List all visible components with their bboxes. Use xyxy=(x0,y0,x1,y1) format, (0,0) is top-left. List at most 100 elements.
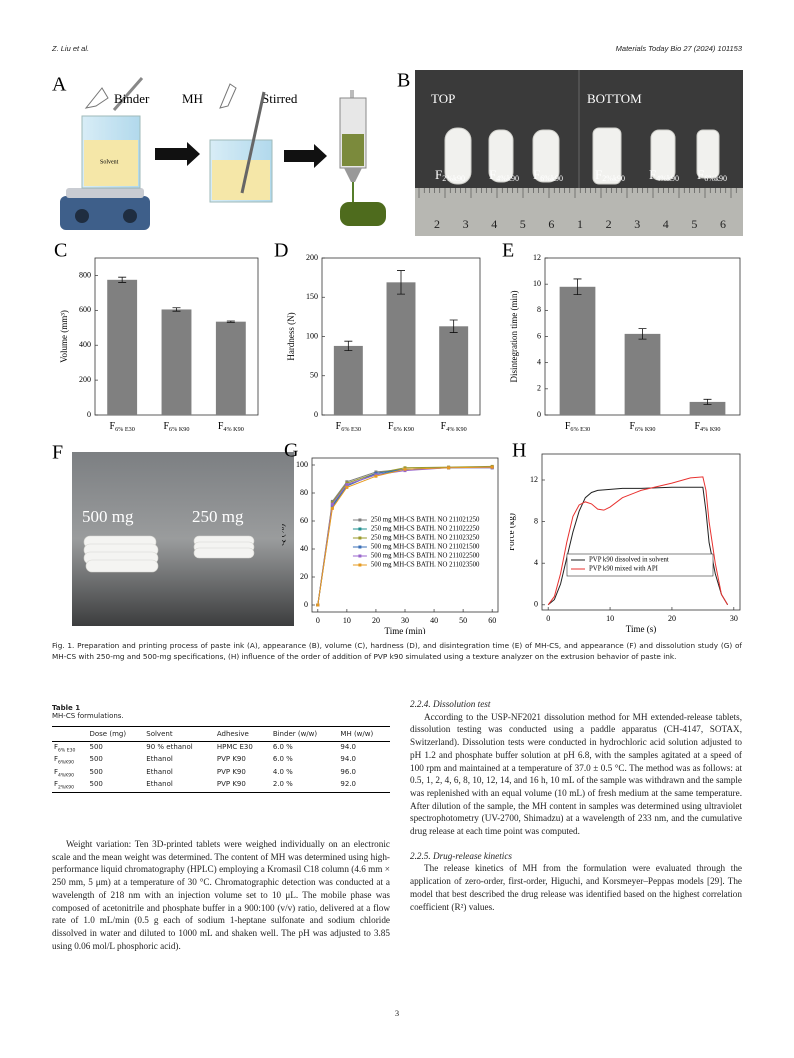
legend-label: 500 mg MH-CS BATH. NO 211022500 xyxy=(371,553,480,560)
label-binder: Binder xyxy=(114,91,150,106)
ruler-number: 3 xyxy=(634,217,640,231)
bar xyxy=(107,279,138,415)
y-tick-label: 0 xyxy=(304,600,308,609)
header-cell: Binder (w/w) xyxy=(270,726,339,742)
label-250: 250 mg xyxy=(192,507,244,526)
bar xyxy=(386,282,416,415)
header-cell: MH (w/w) xyxy=(338,726,390,742)
ruler-number: 2 xyxy=(434,217,440,231)
legend-label: 250 mg MH-CS BATH. NO 211023250 xyxy=(371,535,480,542)
chart-disintegration: E Disintegration time (min) 0 2 4 6 8 10 12 F6% E… xyxy=(502,240,741,433)
arrow xyxy=(155,142,200,166)
figure-caption: Fig. 1. Preparation and printing process… xyxy=(52,641,742,661)
pipette xyxy=(112,77,144,111)
legend-marker xyxy=(358,554,362,558)
x-tick-label: F4% K90 xyxy=(441,421,467,433)
x-tick-label: F6% E30 xyxy=(565,421,590,433)
table-cell: PVP K90 xyxy=(216,780,246,789)
tablet xyxy=(650,129,676,181)
chart-volume: C Volume (mm³) 0 200 400 600 800 F6% E30 F6% K90… xyxy=(54,240,259,433)
header-cell: Adhesive xyxy=(214,726,271,742)
error-bar xyxy=(344,340,353,352)
liquid xyxy=(212,160,270,200)
point xyxy=(403,467,407,471)
table-title: MH-CS formulations. xyxy=(52,712,124,720)
y-axis-label: Disintegration time (min) xyxy=(509,291,519,383)
table-cell: F6% E30 xyxy=(54,743,76,754)
panel-letter: C xyxy=(54,240,67,262)
y-tick-label: 10 xyxy=(533,279,541,288)
x-tick-label: 50 xyxy=(459,616,467,625)
running-author: Z. Liu et al. xyxy=(52,44,90,53)
plot-frame xyxy=(541,453,741,611)
y-axis-label: Q (%) xyxy=(282,524,286,546)
point xyxy=(316,603,320,607)
panel-letter: A xyxy=(52,74,67,96)
series-line xyxy=(547,476,729,606)
legend-marker xyxy=(358,536,362,540)
paragraph: According to the USP-NF2021 dissolution … xyxy=(410,711,742,837)
point xyxy=(490,465,494,469)
table-cell: 500 xyxy=(89,755,103,764)
tablet-label: F2%k90 xyxy=(435,167,465,183)
panel-letter: F xyxy=(52,442,63,464)
header-cell: Solvent xyxy=(144,726,215,742)
table-cell: HPMC E30 xyxy=(216,743,253,751)
knob xyxy=(123,209,137,223)
y-tick-label: 0 xyxy=(537,410,541,419)
paste xyxy=(342,134,364,166)
table-cell: 94.0 xyxy=(340,755,357,764)
bar xyxy=(624,333,661,415)
plunger xyxy=(350,90,354,98)
error-bar xyxy=(573,278,582,296)
x-tick-label: F6% K90 xyxy=(629,421,655,433)
tablet-label: F6%k90 xyxy=(697,167,727,183)
y-tick-label: 8 xyxy=(537,305,541,314)
table: Dose (mg) Solvent Adhesive Binder (w/w) MH (… xyxy=(52,726,390,793)
x-tick-label: F4% K90 xyxy=(694,421,720,433)
legend-marker xyxy=(358,518,362,522)
panel-a: A Solvent Binder MH Stirred xyxy=(52,74,386,230)
bar xyxy=(439,326,469,415)
x-tick-label: 40 xyxy=(430,616,438,625)
x-tick-label: 10 xyxy=(343,616,351,625)
label-mh: MH xyxy=(182,91,203,106)
error-bar xyxy=(397,270,405,295)
hotplate xyxy=(60,196,150,230)
table-cell: 92.0 xyxy=(340,780,357,789)
paragraph: The release kinetics of MH from the form… xyxy=(410,863,742,912)
table-cell: 500 xyxy=(89,767,103,776)
x-tick-label: F6% K90 xyxy=(388,421,414,433)
y-tick-label: 80 xyxy=(300,488,308,497)
tablet-stack-250 xyxy=(193,535,255,559)
legend-marker xyxy=(358,527,362,531)
table-row: F4%K90 500 Ethanol PVP K90 4.0 % 96.0 xyxy=(52,767,390,779)
point xyxy=(345,485,349,489)
y-tick-label: 4 xyxy=(537,357,541,366)
legend-marker xyxy=(358,545,362,549)
knob xyxy=(75,209,89,223)
panel-letter: E xyxy=(502,240,514,262)
ruler-number: 5 xyxy=(520,217,526,231)
label-500: 500 mg xyxy=(82,507,134,526)
bar xyxy=(559,286,596,415)
legend-label: 500 mg MH-CS BATH. NO 211021500 xyxy=(371,544,480,551)
table-cell: Ethanol xyxy=(146,767,173,776)
tablet-label: F4%k90 xyxy=(649,167,679,183)
x-tick-label: 30 xyxy=(401,616,409,625)
tablet-label: F2%k90 xyxy=(595,167,625,183)
header-cell: Dose (mg) xyxy=(87,726,145,742)
y-tick-label: 600 xyxy=(79,305,91,314)
label-bottom: BOTTOM xyxy=(587,91,642,106)
table-cell: 94.0 xyxy=(340,743,357,751)
ruler-number: 2 xyxy=(606,217,612,231)
legend-label: 500 mg MH-CS BATH. NO 211023500 xyxy=(371,562,480,569)
ruler-number: 3 xyxy=(463,217,469,231)
table-block: Table 1 MH-CS formulations. Dose (mg) Sol… xyxy=(52,704,390,793)
ruler-number: 4 xyxy=(663,217,669,231)
header-cell xyxy=(52,726,88,742)
table-label: Table 1 xyxy=(52,704,81,712)
section-heading: 2.2.5. Drug-release kinetics xyxy=(410,850,512,861)
ruler-number: 4 xyxy=(491,217,497,231)
